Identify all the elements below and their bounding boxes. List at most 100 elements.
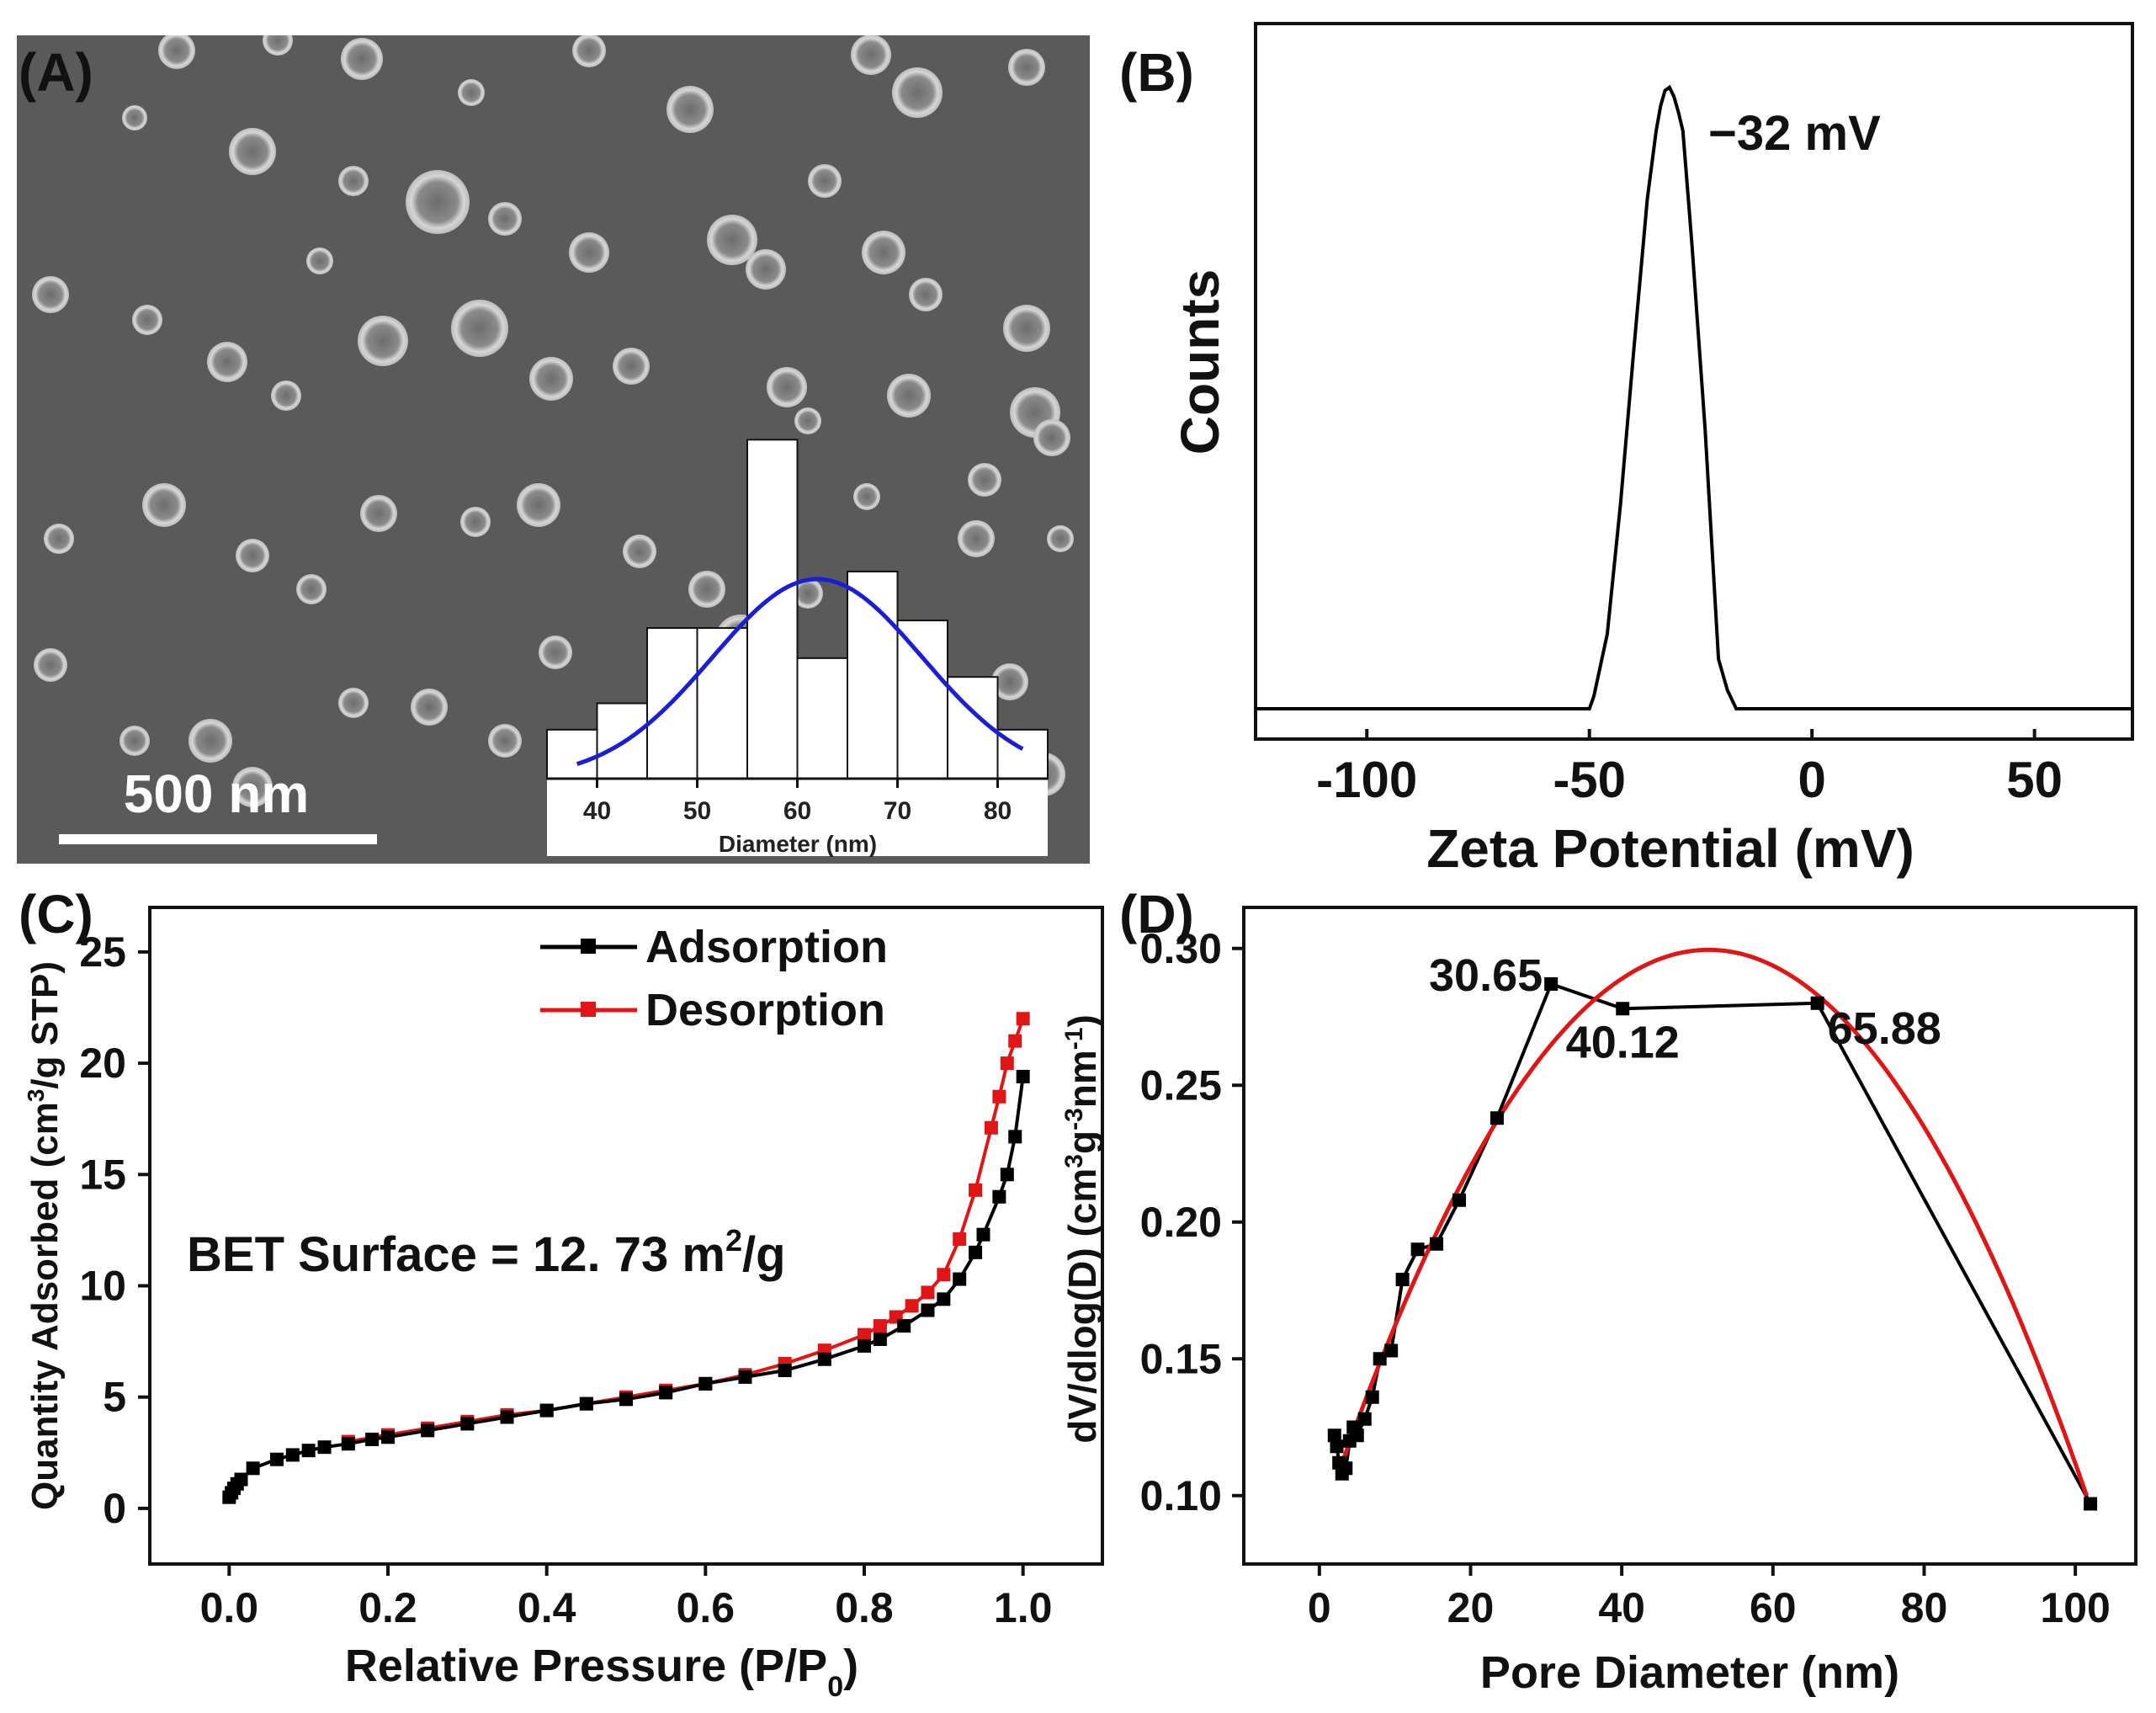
data-point-adsorption [858,1338,871,1353]
sem-particle [488,724,522,758]
scale-bar-label: 500 nm [124,763,310,824]
panel-label-d: (D) [1119,884,1194,944]
sem-particle [666,86,714,133]
sem-particle [451,300,508,357]
inset-x-tick-label: 40 [583,797,611,825]
inset-x-tick-label: 50 [683,797,711,825]
sem-particle [688,571,725,608]
sem-particle [358,316,408,366]
inset-x-axis-title: Diameter (nm) [719,831,877,857]
x-axis-title-c: Relative Pressure (P/P0) [345,1641,858,1703]
x-tick-label-c: 0.2 [358,1584,417,1631]
data-point-adsorption [873,1332,887,1346]
data-point-adsorption [619,1392,633,1407]
y-tick-label-d: 0.30 [1140,925,1222,972]
data-point-desorption [969,1183,983,1197]
inset-x-tick-label: 70 [884,797,911,825]
inset-x-tick-label: 80 [984,797,1012,825]
data-point-adsorption [921,1303,935,1317]
panel-label-b: (B) [1119,42,1194,103]
data-point-measured [1410,1242,1425,1257]
legend-c: Adsorption Desorption [540,922,888,1035]
data-point-measured [1616,1002,1630,1016]
histogram-bar [896,620,948,780]
y-axis-title-c: Quantity Adsorbed (cm3/g STP) [23,961,66,1510]
legend-label-desorption: Desorption [645,985,885,1035]
data-point-adsorption [579,1396,593,1411]
sem-particle [306,247,333,274]
plot-frame-b [1254,22,2134,741]
data-point-adsorption [301,1444,316,1458]
sem-particle [892,67,943,118]
data-point-desorption [858,1327,871,1342]
data-point-measured [1365,1390,1379,1404]
sem-particle [613,348,650,385]
x-tick-label-d: 60 [1750,1584,1797,1631]
sem-particle [1008,49,1045,86]
sem-particle [539,636,572,669]
y-tick-label-d: 0.10 [1140,1472,1222,1519]
sem-particle [488,202,522,236]
y-tick-label-c: 25 [79,928,126,976]
sem-particle [271,380,301,411]
data-point-desorption [1008,1034,1022,1048]
series-line-adsorption [227,1076,1025,1498]
x-axis-title-b: Zeta Potential (mV) [1426,818,1914,879]
data-point-desorption [873,1319,887,1333]
sem-particle [34,648,67,682]
data-point-adsorption [778,1363,792,1377]
histogram-bar [796,657,848,779]
y-tick-label-d: 0.15 [1140,1335,1222,1382]
annotation-pore-peak: 30.65 [1429,950,1543,1001]
sem-particle [968,463,1001,497]
data-point-adsorption [659,1386,673,1400]
data-point-measured [1544,977,1559,991]
plot-frame-d [1242,906,2137,1566]
sem-particle [529,357,573,401]
data-point-adsorption [976,1227,990,1242]
legend-marker-adsorption [581,939,596,954]
sem-particle [460,507,491,537]
data-point-adsorption [937,1292,951,1306]
data-point-measured [1430,1237,1444,1251]
data-point-adsorption [817,1352,831,1366]
sem-particle [338,688,369,718]
data-point-measured [1452,1193,1467,1207]
sem-particle [909,278,943,311]
data-point-measured [2084,1497,2098,1511]
data-point-adsorption [992,1189,1006,1204]
x-tick-label-b: 0 [1798,752,1825,808]
data-point-desorption [937,1268,951,1282]
x-tick-label-d: 0 [1308,1584,1331,1631]
sem-particle [142,483,186,527]
data-point-adsorption [246,1461,260,1476]
panel-c: (C) Adsorption Desorption BET Surface = … [19,884,1104,1703]
annotation-bet: BET Surface = 12. 73 m2/g [187,1223,786,1282]
data-point-adsorption [381,1430,395,1444]
sem-particle [794,407,821,434]
annotation-zeta-peak: −32 mV [1708,106,1881,161]
y-tick-label-c: 0 [103,1485,126,1532]
panel-d: (D) dV/dlog(D) (cm3g-3nm-1) Pore Diamete… [1060,884,2137,1698]
sem-particle [958,520,995,557]
x-tick-label-b: -100 [1316,752,1417,808]
data-point-adsorption [539,1403,554,1418]
data-point-measured [1330,1439,1344,1454]
sem-particle [569,232,609,273]
sem-particle [746,249,786,290]
sem-particle [406,170,470,234]
panel-label-c: (C) [19,884,93,944]
panel-a: 40 50 60 70 80 Diameter (nm) 500 nm (A) [17,35,1090,864]
size-histogram-inset: 40 50 60 70 80 Diameter (nm) [546,439,1049,857]
x-tick-label-c: 0.0 [200,1584,259,1631]
zeta-distribution-line [1256,84,2132,710]
sem-particle [32,276,69,313]
data-point-measured [1357,1412,1372,1426]
sem-particle [236,539,269,572]
x-tick-label-b: -50 [1553,752,1626,808]
legend-marker-desorption [581,1002,596,1017]
sem-particle [44,524,74,554]
data-point-desorption [1000,1056,1014,1071]
sem-particle [122,105,147,130]
data-point-adsorption [1016,1069,1030,1083]
